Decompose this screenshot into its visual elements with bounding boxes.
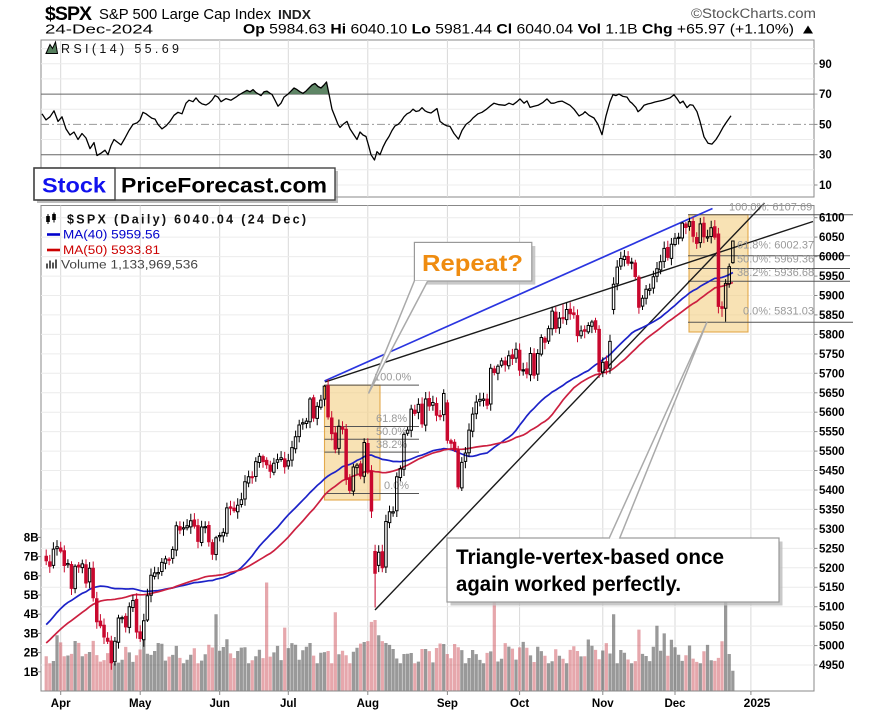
svg-text:Jul: Jul xyxy=(280,698,297,710)
svg-text:38.2%: 38.2% xyxy=(376,439,407,451)
svg-text:5550: 5550 xyxy=(819,427,845,439)
svg-text:0.0%: 0.0% xyxy=(384,480,409,492)
svg-text:PriceForecast.com: PriceForecast.com xyxy=(121,174,327,198)
svg-text:Stock: Stock xyxy=(42,174,106,198)
svg-text:90: 90 xyxy=(819,59,832,71)
svg-text:Nov: Nov xyxy=(592,698,614,710)
svg-text:8B: 8B xyxy=(24,532,39,544)
svg-text:5900: 5900 xyxy=(819,291,845,303)
svg-text:MA(40) 5959.56: MA(40) 5959.56 xyxy=(63,228,160,242)
svg-text:4B: 4B xyxy=(24,609,39,621)
svg-text:5000: 5000 xyxy=(819,641,845,653)
svg-text:3B: 3B xyxy=(24,628,39,640)
svg-text:5700: 5700 xyxy=(819,368,845,380)
svg-text:24-Dec-2024: 24-Dec-2024 xyxy=(45,22,153,37)
svg-text:5300: 5300 xyxy=(819,524,845,536)
svg-text:$SPX: $SPX xyxy=(45,3,92,25)
svg-text:Dec: Dec xyxy=(664,698,686,710)
svg-text:100.0%: 100.0% xyxy=(374,372,412,384)
svg-text:2025: 2025 xyxy=(744,696,771,710)
svg-text:5800: 5800 xyxy=(819,329,845,341)
svg-text:5600: 5600 xyxy=(819,407,845,419)
svg-text:5250: 5250 xyxy=(819,543,845,555)
svg-text:©StockCharts.com: ©StockCharts.com xyxy=(691,6,816,21)
svg-text:5200: 5200 xyxy=(819,563,845,575)
svg-text:61.8%: 6002.37: 61.8%: 6002.37 xyxy=(737,240,814,252)
svg-text:38.2%: 5936.68: 38.2%: 5936.68 xyxy=(737,267,814,279)
svg-text:100.0%: 6107.69: 100.0%: 6107.69 xyxy=(729,202,812,214)
svg-text:Oct: Oct xyxy=(510,698,529,710)
svg-text:6100: 6100 xyxy=(819,213,845,225)
svg-text:5100: 5100 xyxy=(819,602,845,614)
svg-text:4950: 4950 xyxy=(819,660,845,672)
svg-text:S&P 500 Large Cap Index: S&P 500 Large Cap Index xyxy=(99,6,271,23)
svg-text:Volume 1,133,969,536: Volume 1,133,969,536 xyxy=(61,258,198,272)
svg-text:50.0%: 5969.36: 50.0%: 5969.36 xyxy=(737,254,814,266)
svg-text:Aug: Aug xyxy=(357,698,379,710)
svg-text:30: 30 xyxy=(819,150,832,162)
svg-text:5650: 5650 xyxy=(819,388,845,400)
svg-text:6050: 6050 xyxy=(819,232,845,244)
svg-text:Triangle-vertex-based once: Triangle-vertex-based once xyxy=(456,546,724,569)
svg-text:61.8%: 61.8% xyxy=(376,413,407,425)
svg-text:0.0%: 5831.03: 0.0%: 5831.03 xyxy=(743,306,814,318)
svg-text:Repeat?: Repeat? xyxy=(422,250,523,276)
svg-text:Sep: Sep xyxy=(437,698,458,710)
svg-text:5150: 5150 xyxy=(819,582,845,594)
svg-text:Apr: Apr xyxy=(51,698,71,710)
svg-text:RSI(14) 55.69: RSI(14) 55.69 xyxy=(61,42,179,56)
svg-text:5400: 5400 xyxy=(819,485,845,497)
svg-text:INDX: INDX xyxy=(278,8,312,22)
svg-text:5950: 5950 xyxy=(819,271,845,283)
svg-text:1B: 1B xyxy=(24,667,39,679)
svg-text:again worked perfectly.: again worked perfectly. xyxy=(456,573,681,596)
svg-text:10: 10 xyxy=(819,180,832,192)
svg-text:May: May xyxy=(129,698,152,710)
svg-text:7B: 7B xyxy=(24,552,39,564)
svg-text:5500: 5500 xyxy=(819,446,845,458)
svg-text:5750: 5750 xyxy=(819,349,845,361)
svg-text:5B: 5B xyxy=(24,590,39,602)
svg-text:5050: 5050 xyxy=(819,621,845,633)
svg-text:MA(50) 5933.81: MA(50) 5933.81 xyxy=(63,243,160,257)
svg-text:5450: 5450 xyxy=(819,466,845,478)
svg-text:50.0%: 50.0% xyxy=(376,426,407,438)
svg-text:50: 50 xyxy=(819,119,832,131)
svg-text:Op 5984.63 Hi 6040.10 Lo 598: Op 5984.63 Hi 6040.10 Lo 5981.44 Cl 6040… xyxy=(243,22,794,37)
svg-text:2B: 2B xyxy=(24,648,39,660)
svg-text:6000: 6000 xyxy=(819,252,845,264)
svg-text:5350: 5350 xyxy=(819,505,845,517)
svg-text:5850: 5850 xyxy=(819,310,845,322)
svg-text:6B: 6B xyxy=(24,571,39,583)
svg-text:Jun: Jun xyxy=(209,698,229,710)
svg-text:70: 70 xyxy=(819,89,832,101)
